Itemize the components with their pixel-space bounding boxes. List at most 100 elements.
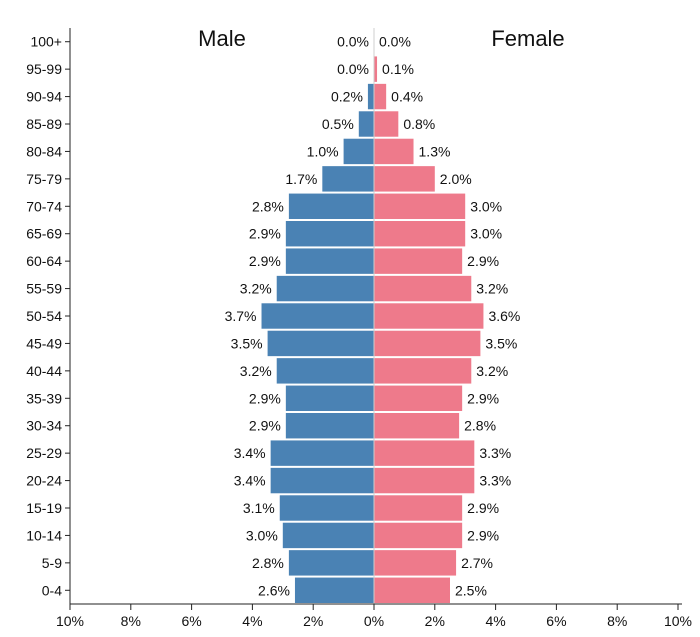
female-bar	[374, 330, 481, 357]
female-value-label: 2.9%	[467, 527, 499, 543]
age-group-label: 35-39	[26, 390, 62, 406]
female-value-label: 2.9%	[467, 390, 499, 406]
female-value-label: 2.0%	[440, 171, 472, 187]
age-group-label: 90-94	[26, 89, 62, 105]
female-bar	[374, 358, 472, 384]
female-bar	[374, 577, 450, 603]
male-bar	[276, 275, 374, 302]
female-bar	[374, 221, 466, 247]
male-value-label: 3.4%	[234, 473, 266, 489]
age-group-label: 10-14	[26, 527, 62, 543]
male-value-label: 0.0%	[337, 34, 369, 50]
female-value-label: 3.5%	[485, 335, 517, 351]
x-tick-label: 2%	[303, 613, 323, 629]
male-value-label: 0.0%	[337, 61, 369, 77]
x-tick-label: 4%	[242, 613, 262, 629]
female-value-label: 3.6%	[488, 308, 520, 324]
male-bar	[358, 111, 374, 137]
female-title: Female	[491, 26, 564, 51]
age-group-label: 100+	[30, 34, 62, 50]
male-value-label: 3.4%	[234, 445, 266, 461]
female-value-label: 0.0%	[379, 34, 411, 50]
female-bar	[374, 303, 484, 329]
female-bar	[374, 467, 475, 494]
female-bar	[374, 385, 463, 411]
male-value-label: 1.0%	[307, 143, 339, 159]
x-tick-label: 6%	[546, 613, 566, 629]
female-bar	[374, 550, 457, 576]
female-value-label: 2.5%	[455, 582, 487, 598]
age-group-label: 95-99	[26, 61, 62, 77]
male-value-label: 0.2%	[331, 89, 363, 105]
x-tick-label: 10%	[664, 613, 692, 629]
age-group-label: 25-29	[26, 445, 62, 461]
female-bar	[374, 522, 463, 549]
female-value-label: 3.2%	[476, 281, 508, 297]
male-value-label: 2.9%	[249, 253, 281, 269]
male-value-label: 0.5%	[322, 116, 354, 132]
male-bar	[367, 83, 374, 110]
age-group-label: 75-79	[26, 171, 62, 187]
female-value-label: 3.0%	[470, 226, 502, 242]
male-bar	[285, 413, 374, 439]
male-bar	[285, 221, 374, 247]
male-bar	[288, 550, 374, 576]
male-value-label: 1.7%	[285, 171, 317, 187]
male-title: Male	[198, 26, 246, 51]
female-bar	[374, 248, 463, 274]
x-tick-label: 2%	[425, 613, 445, 629]
male-bar	[261, 303, 374, 329]
female-value-label: 2.8%	[464, 418, 496, 434]
male-bar	[267, 330, 374, 357]
male-value-label: 2.8%	[252, 555, 284, 571]
female-bar	[374, 56, 378, 82]
male-value-label: 3.1%	[243, 500, 275, 516]
female-bar	[374, 413, 460, 439]
male-bar	[322, 166, 374, 192]
female-value-label: 2.9%	[467, 253, 499, 269]
male-bar	[285, 248, 374, 274]
female-value-label: 0.1%	[382, 61, 414, 77]
male-value-label: 2.9%	[249, 418, 281, 434]
age-group-label: 30-34	[26, 418, 62, 434]
data-labels-layer: 2.6% 2.5% 2.8% 2.7% 3.0% 2.9% 3.1% 2.9% 3.4% 3.3%…	[225, 34, 521, 599]
male-bar	[294, 577, 374, 603]
male-value-label: 3.2%	[240, 281, 272, 297]
age-group-label: 20-24	[26, 473, 62, 489]
female-bar	[374, 495, 463, 521]
male-value-label: 2.9%	[249, 226, 281, 242]
age-group-label: 60-64	[26, 253, 62, 269]
age-group-label: 0-4	[42, 582, 62, 598]
age-group-label: 85-89	[26, 116, 62, 132]
female-value-label: 2.7%	[461, 555, 493, 571]
age-group-label: 45-49	[26, 335, 62, 351]
x-axis: 10% 8% 6% 4% 2% 0% 2% 4% 6% 8% 10%	[56, 603, 692, 629]
male-value-label: 3.5%	[231, 335, 263, 351]
female-bar	[374, 193, 466, 219]
female-bar	[374, 275, 472, 302]
x-tick-label: 6%	[181, 613, 201, 629]
male-bar	[343, 138, 374, 165]
age-group-label: 55-59	[26, 281, 62, 297]
x-tick-label: 8%	[607, 613, 627, 629]
male-value-label: 3.7%	[225, 308, 257, 324]
female-value-label: 3.3%	[479, 473, 511, 489]
age-group-label: 50-54	[26, 308, 62, 324]
age-group-label: 70-74	[26, 198, 62, 214]
female-bar	[374, 440, 475, 466]
bars-layer	[261, 28, 484, 604]
female-value-label: 0.8%	[403, 116, 435, 132]
male-value-label: 2.9%	[249, 390, 281, 406]
female-value-label: 3.2%	[476, 363, 508, 379]
male-bar	[270, 440, 374, 466]
male-bar	[285, 385, 374, 411]
male-bar	[279, 495, 374, 521]
female-value-label: 3.0%	[470, 198, 502, 214]
x-tick-label: 0%	[364, 613, 384, 629]
male-value-label: 3.2%	[240, 363, 272, 379]
female-value-label: 3.3%	[479, 445, 511, 461]
female-value-label: 1.3%	[419, 143, 451, 159]
male-bar	[276, 358, 374, 384]
age-group-label: 40-44	[26, 363, 62, 379]
